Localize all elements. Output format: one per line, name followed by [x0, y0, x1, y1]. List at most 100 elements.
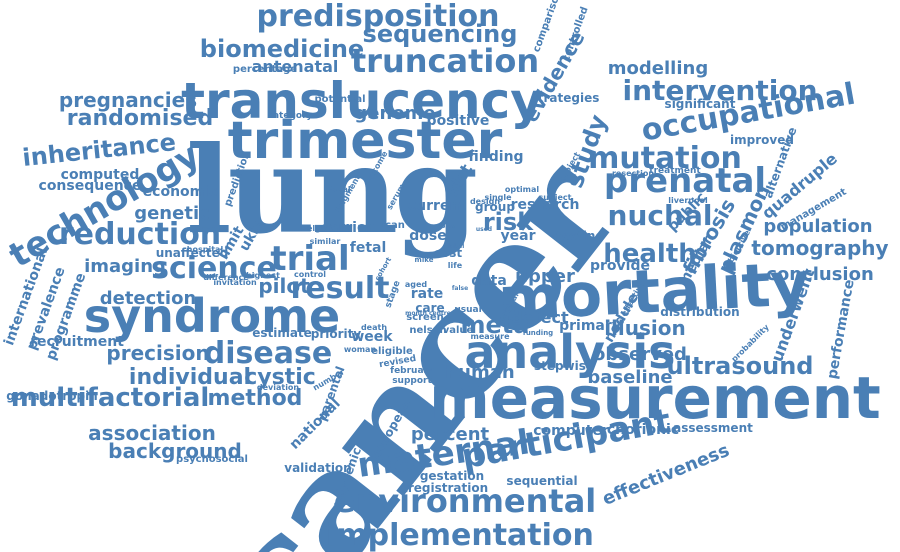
word-false: false	[452, 285, 468, 292]
word-difference: difference	[203, 273, 249, 282]
word-significant: significant	[665, 97, 736, 111]
word-similar: similar	[310, 237, 341, 246]
word-support: support	[392, 376, 432, 386]
word-imaging: imaging	[84, 256, 166, 277]
word-used: used	[476, 226, 492, 233]
word-priority: priority	[311, 327, 362, 341]
word-stepwise: stepwise	[534, 359, 594, 373]
word-usual: usual	[454, 305, 481, 315]
word-genetic: genetic	[134, 203, 210, 224]
word-nuchal: nuchal	[608, 199, 713, 232]
word-recruitment: recruitment	[30, 334, 124, 350]
word-total: total	[329, 185, 351, 194]
word-multifactorial: multifactorial	[11, 383, 210, 413]
word-registration: registration	[408, 481, 488, 495]
word-measurement: measurement	[429, 364, 880, 432]
word-risk: risk	[483, 208, 534, 236]
word-trimester: trimester	[228, 111, 503, 171]
word-predisposition: predisposition	[256, 0, 499, 34]
word-mutation: mutation	[588, 141, 742, 176]
word-design: design	[470, 197, 500, 206]
word-method: method	[208, 386, 303, 411]
word-dose: dose	[409, 228, 446, 244]
word-bias: bias	[441, 223, 455, 230]
word-liverpool: liverpool	[668, 196, 708, 205]
word-defect: defect	[511, 308, 569, 327]
word-life: life	[448, 261, 463, 270]
word-randomised: randomised	[67, 106, 213, 131]
word-baseline: baseline	[587, 367, 672, 388]
word-week: week	[351, 329, 393, 345]
word-month-centre: month centre	[405, 310, 451, 317]
word-conclusion: conclusion	[766, 264, 874, 285]
word-percentage: percentage	[233, 64, 297, 75]
word-control: control	[294, 270, 326, 279]
word-meta: meta	[461, 311, 530, 339]
word-subject: subject	[539, 193, 572, 202]
word-resection: resection	[612, 169, 654, 178]
word-highest: highest	[246, 271, 280, 280]
word-health: health	[603, 239, 697, 269]
word-assessment: assessment	[673, 421, 753, 435]
word-human: human	[445, 362, 514, 383]
word-belgian: belgian	[301, 224, 335, 233]
word-mike: mike	[415, 256, 434, 264]
word-gestation: gestation	[420, 469, 484, 483]
word-strategies: strategies	[531, 91, 600, 105]
word-provide: provide	[590, 258, 650, 274]
word-deviation: deviation	[257, 383, 300, 392]
word-lung: lung	[186, 120, 476, 261]
word-woman: woman	[344, 345, 377, 354]
word-cystic: cystic	[244, 365, 316, 390]
word-current: current	[408, 198, 467, 214]
word-mortality: mortality	[497, 249, 812, 335]
word-intervention: intervention	[622, 74, 817, 107]
word-effectiveness: effectiveness	[599, 440, 732, 510]
word-improved: improved	[730, 133, 794, 147]
word-result: result	[291, 271, 390, 306]
word-sequential: sequential	[506, 474, 577, 488]
word-single: single	[484, 193, 512, 202]
word-gonadotropin: gonadotropin	[6, 389, 97, 403]
word-percent: percent	[411, 424, 490, 445]
word-illusion: illusion	[604, 316, 686, 340]
word-aged: aged	[405, 280, 428, 289]
word-finding: finding	[468, 149, 523, 165]
word-population: population	[763, 216, 872, 237]
word-nelson: nelson	[409, 325, 446, 336]
word-detection: detection	[100, 288, 197, 309]
word-pregnancies: pregnancies	[59, 88, 197, 112]
word-invitation: invitation	[213, 278, 257, 287]
word-scan: scan	[379, 220, 405, 231]
word-observed: observed	[593, 344, 687, 365]
word-value: value	[443, 325, 474, 336]
word-consequence: consequence	[39, 178, 142, 194]
word-reduction: reduction	[59, 217, 221, 252]
word-treatment: treatment	[649, 166, 701, 176]
word-fetal: fetal	[350, 240, 387, 256]
word-pilot: pilot	[258, 274, 310, 298]
word-category: category	[268, 111, 313, 121]
word-potential: potential	[314, 94, 365, 105]
word-analysis: analysis	[464, 325, 675, 379]
word-primary: primary	[559, 318, 621, 334]
word-group: group	[475, 200, 515, 214]
word-trial: trial	[270, 239, 349, 279]
word-care: care	[415, 301, 444, 315]
word-background: background	[108, 439, 242, 463]
word-economic: economic	[143, 184, 218, 200]
word-prenatal: prenatal	[604, 161, 766, 201]
word-year: year	[501, 228, 536, 244]
word-precision: precision	[106, 341, 209, 365]
word-measure: measure	[471, 332, 511, 341]
word-implementation: implementation	[326, 518, 594, 552]
word-science: science	[151, 251, 277, 286]
word-computed: computed	[61, 167, 140, 183]
word-funding: funding	[523, 329, 553, 337]
word-rate: rate	[411, 286, 444, 302]
word-biomedicine: biomedicine	[200, 35, 364, 63]
word-chorionic: chorionic	[607, 422, 679, 438]
word-ultrasound: ultrasound	[667, 352, 814, 380]
